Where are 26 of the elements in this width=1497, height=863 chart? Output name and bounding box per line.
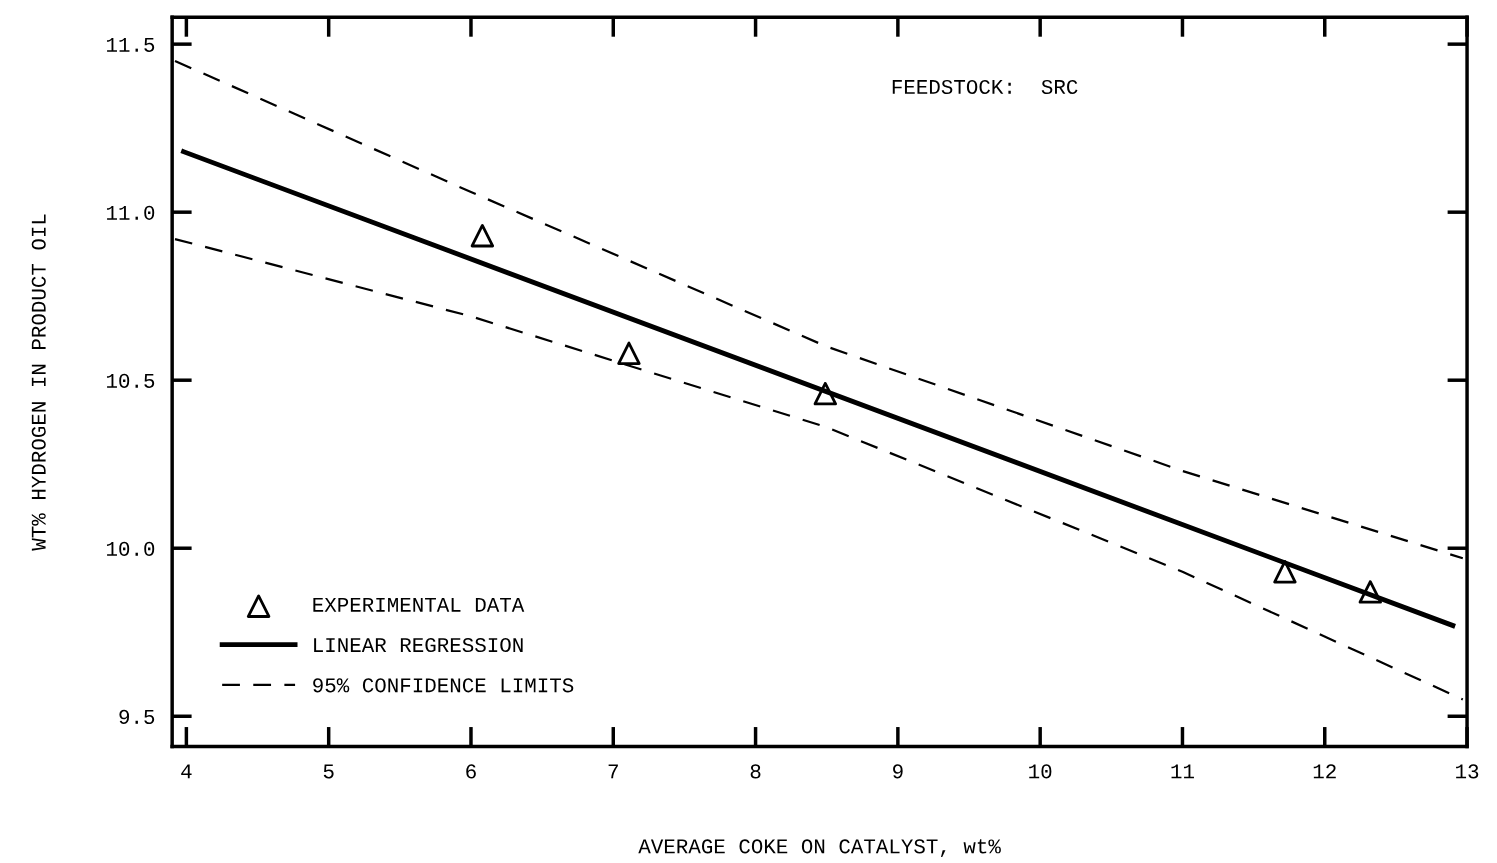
x-tick-label: 12 (1313, 764, 1336, 779)
point (1273, 560, 1297, 584)
x-tick-label: 7 (608, 764, 618, 779)
point (813, 381, 837, 406)
y-tick-label: 10.5 (106, 373, 155, 388)
x-tick-label: 10 (1029, 764, 1052, 779)
x-tick-label: 6 (466, 764, 476, 779)
y-tick-label: 11.0 (106, 205, 155, 220)
y-tick-label: 9.5 (119, 709, 155, 724)
x-tick-label: 4 (181, 764, 192, 779)
y-tick-label: 10.0 (106, 541, 155, 556)
x-tick-label: 9 (893, 764, 903, 779)
legend-label: 95% CONFIDENCE LIMITS (313, 678, 574, 693)
x-tick-label: 13 (1456, 764, 1479, 779)
y-axis-title: WT% HYDROGEN IN PRODUCT OIL (31, 214, 46, 551)
legend-label: LINEAR REGRESSION (314, 637, 523, 653)
legend-label: EXPERIMENTAL DATA (313, 597, 525, 612)
x-tick-label: 5 (323, 764, 334, 779)
point (1358, 580, 1382, 604)
y-tick-label: 11.5 (106, 37, 155, 52)
point (617, 341, 641, 365)
annotation: FEEDSTOCK: SRC (892, 79, 1078, 95)
x-tick-label: 11 (1171, 764, 1194, 779)
x-axis-title: AVERAGE COKE ON CATALYST, wt% (638, 839, 1001, 857)
point (470, 224, 495, 248)
x-tick-label: 8 (750, 764, 761, 779)
